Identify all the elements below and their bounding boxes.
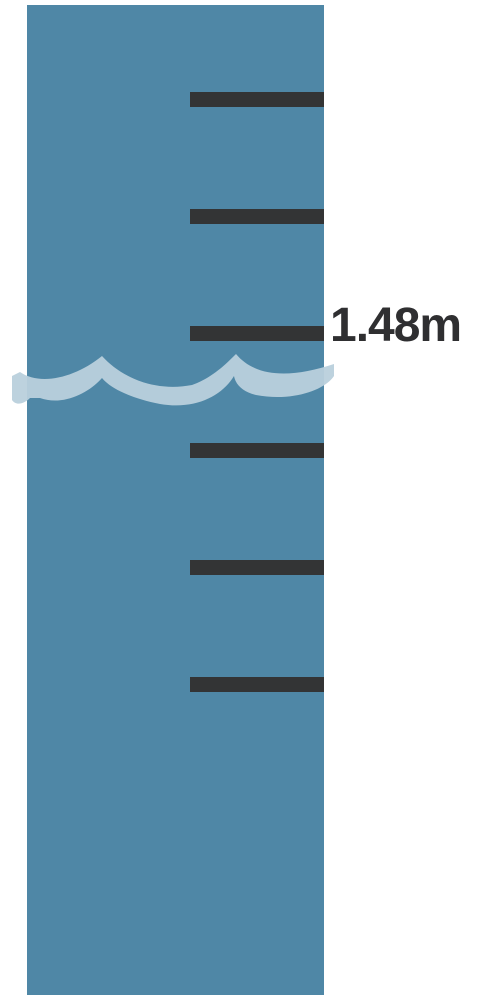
water-level-label: 1.48m — [330, 299, 462, 352]
tick-mark — [190, 677, 324, 692]
water-surface-wave — [12, 354, 334, 406]
tick-mark — [190, 92, 324, 107]
tick-mark — [190, 560, 324, 575]
tick-marks — [190, 92, 324, 692]
staff-gauge-body — [27, 5, 324, 995]
tick-mark — [190, 443, 324, 458]
tick-mark — [190, 209, 324, 224]
tick-mark — [190, 326, 324, 341]
